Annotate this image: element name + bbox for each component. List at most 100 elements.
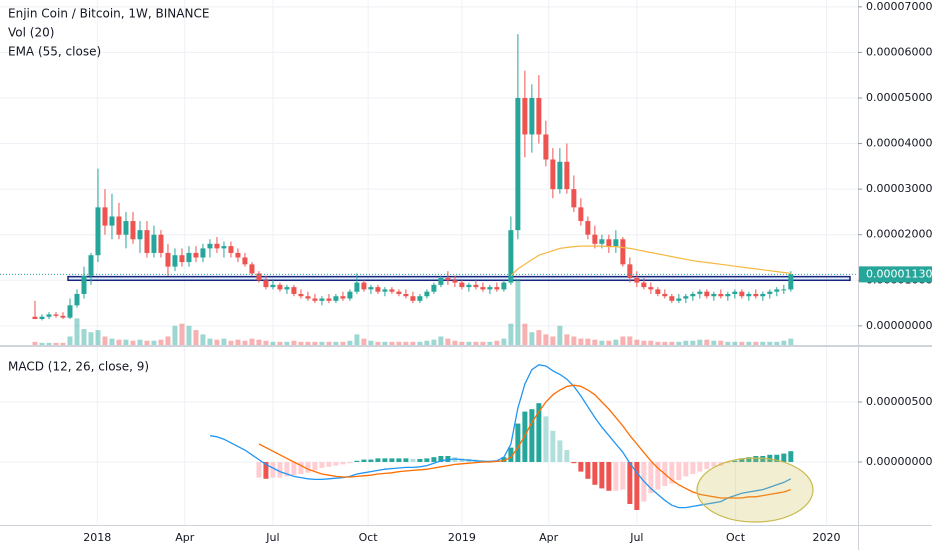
candle-body <box>32 316 38 320</box>
candle-body <box>102 207 108 226</box>
highlight-ellipse <box>696 457 814 523</box>
histogram-bar <box>256 461 262 478</box>
volume-bar <box>88 332 94 345</box>
volume-bar <box>109 338 115 345</box>
histogram-bar <box>354 460 360 462</box>
candle-body <box>732 291 738 294</box>
histogram-bar <box>291 461 297 476</box>
candle-body <box>690 293 696 297</box>
histogram-bar <box>683 461 689 477</box>
volume-bar <box>690 340 696 345</box>
volume-bar <box>739 341 745 345</box>
candle-body <box>326 298 332 301</box>
volume-bar <box>368 340 374 345</box>
candle-body <box>116 216 122 235</box>
volume-bar <box>326 341 332 345</box>
volume-bar <box>102 336 108 345</box>
candle-body <box>249 264 255 274</box>
volume-bar <box>718 340 724 345</box>
y-tick-label: 0.00004000 <box>866 137 932 150</box>
volume-bar <box>571 336 577 345</box>
candle-body <box>221 246 227 249</box>
histogram-bar <box>704 461 710 470</box>
volume-bar <box>193 330 199 345</box>
candle-body <box>319 298 325 301</box>
candle-body <box>417 296 423 301</box>
volume-bar <box>221 338 227 345</box>
histogram-bar <box>347 461 353 464</box>
candle-body <box>186 252 192 263</box>
candle-body <box>263 280 269 288</box>
volume-bar <box>767 341 773 345</box>
volume-bar <box>417 341 423 345</box>
zone-layer <box>67 275 851 282</box>
volume-bar <box>396 341 402 345</box>
histogram-bar <box>578 461 584 472</box>
volume-bar <box>270 341 276 345</box>
volume-bar <box>662 341 668 345</box>
volume-bar <box>522 323 528 345</box>
volume-bar <box>781 340 787 345</box>
histogram-bar <box>529 409 535 462</box>
candle-body <box>214 243 220 249</box>
candle-body <box>396 291 402 294</box>
volume-bar <box>116 339 122 345</box>
volume-bar <box>746 341 752 345</box>
candle-body <box>270 284 276 288</box>
volume-bar <box>508 323 514 345</box>
volume-bar <box>459 341 465 345</box>
volume-bar <box>137 339 143 345</box>
volume-bar <box>487 341 493 345</box>
volume-bar <box>753 341 759 345</box>
candle-body <box>347 291 353 299</box>
volume-bar <box>452 340 458 345</box>
y-tick-label: 0.00007000 <box>866 0 932 13</box>
histogram-bar <box>319 461 325 468</box>
histogram-bar <box>550 430 556 462</box>
histogram-bar <box>417 458 423 462</box>
x-tick-label: Apr <box>539 531 559 544</box>
volume-bar <box>32 341 38 345</box>
volume-bar <box>249 338 255 345</box>
volume-bar <box>95 330 101 345</box>
candle-body <box>60 315 66 318</box>
volume-bar <box>578 338 584 345</box>
volume-bar <box>760 341 766 345</box>
volume-bar <box>319 341 325 345</box>
histogram-bar <box>627 461 633 504</box>
macd-legend: MACD (12, 26, close, 9) <box>8 360 149 374</box>
candle-body <box>543 134 549 160</box>
candle-body <box>550 159 556 190</box>
candle-body <box>74 293 80 306</box>
candle-body <box>487 287 493 290</box>
candle-layer <box>32 34 794 321</box>
volume-bar <box>410 341 416 345</box>
histogram-bar <box>760 455 766 462</box>
candle-body <box>480 287 486 290</box>
volume-bar <box>536 330 542 345</box>
histogram-bar <box>788 451 794 462</box>
candle-body <box>389 289 395 292</box>
candle-body <box>375 287 381 292</box>
y-tick-label: 0.00000500 <box>866 395 932 408</box>
volume-bar <box>592 339 598 345</box>
candle-body <box>508 230 514 283</box>
volume-bar <box>557 325 563 345</box>
volume-bar <box>445 338 451 345</box>
volume-bar <box>53 342 59 345</box>
candle-body <box>599 239 605 244</box>
candle-body <box>291 287 297 294</box>
histogram-bar <box>263 461 269 479</box>
y-tick-label: 0.00006000 <box>866 45 932 58</box>
histogram-bar <box>515 423 521 462</box>
candle-body <box>95 207 101 256</box>
volume-bar <box>669 341 675 345</box>
candle-body <box>109 216 115 226</box>
candle-body <box>676 298 682 301</box>
candle-body <box>277 284 283 290</box>
candle-body <box>501 282 507 290</box>
x-tick-label: 2020 <box>813 531 841 544</box>
x-tick-label: Jul <box>629 531 643 544</box>
volume-bar <box>179 323 185 345</box>
chart-title: Enjin Coin / Bitcoin, 1W, BINANCE <box>8 7 209 21</box>
